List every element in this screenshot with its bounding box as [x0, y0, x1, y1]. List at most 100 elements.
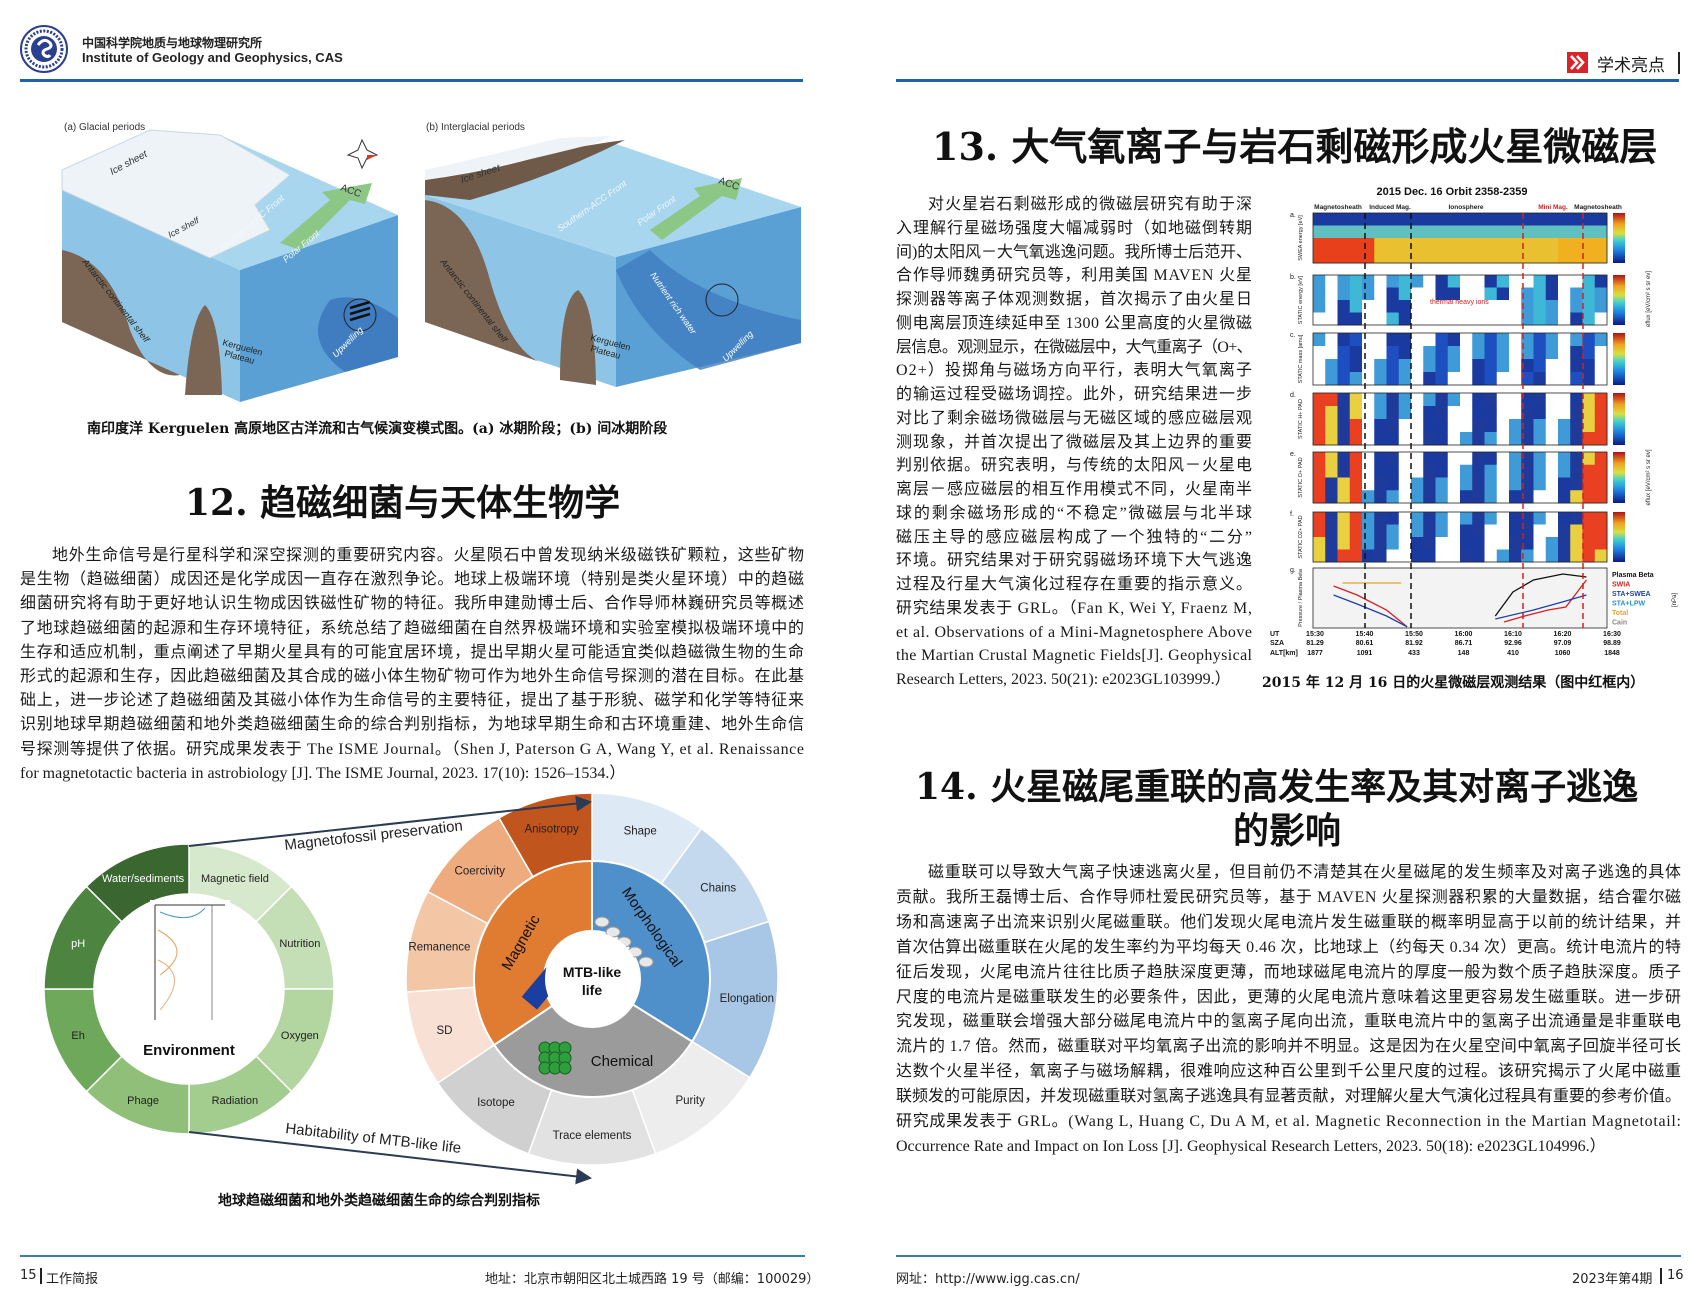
spectrogram-cell — [1386, 359, 1400, 373]
spectrogram-cell — [1460, 300, 1473, 313]
spectrogram-cell — [1374, 333, 1387, 347]
section-13-title: 13. 大气氧离子与岩石剩磁形成火星微磁层 — [932, 124, 1658, 169]
spectrogram-cell — [1533, 333, 1547, 347]
spectrogram-cell — [1521, 432, 1534, 446]
spectrogram-cell — [1313, 250, 1326, 264]
spectrogram-cell — [1386, 537, 1400, 550]
spectrogram-cell — [1435, 213, 1449, 226]
spectrogram-cell — [1496, 372, 1510, 386]
spectrogram-cell — [1337, 393, 1351, 407]
spectrogram-cell — [1423, 477, 1436, 491]
spectrogram-cell — [1545, 287, 1559, 301]
mtb-center-label: life — [582, 982, 602, 998]
spectrogram-cell — [1423, 512, 1436, 525]
spectrogram-cell — [1484, 477, 1498, 491]
block-a-ice — [61, 129, 291, 259]
block-b-ice — [425, 136, 610, 180]
colorbar — [1613, 275, 1625, 325]
spectrogram-cell — [1521, 477, 1534, 491]
mtb-center-label: MTB-like — [563, 964, 622, 980]
spectrogram-cell — [1398, 452, 1412, 466]
spectrogram-cell — [1362, 524, 1375, 538]
spectrogram-cell — [1349, 275, 1363, 288]
spectrogram-cell — [1374, 372, 1387, 386]
magnetosome-chain-particle — [594, 916, 610, 928]
spectrogram-cell — [1533, 372, 1547, 386]
thermal-heavy-ions-annotation: thermal heavy ions — [1430, 299, 1489, 306]
axis-tick-sza: 92.96 — [1504, 640, 1522, 647]
spectrogram-cell — [1558, 537, 1571, 550]
spectrogram-cell — [1558, 512, 1571, 525]
spectrogram-cell — [1496, 287, 1510, 301]
spectrogram-cell — [1570, 419, 1583, 433]
pressure-panel-bg — [1313, 568, 1607, 628]
paragraph-line: 离层－感应磁层的相互作用模式不同，火星南半 — [896, 481, 1253, 498]
spectrogram-cell — [1386, 275, 1400, 288]
spectrogram-cell — [1398, 393, 1412, 407]
spectrogram-cell — [1374, 346, 1387, 360]
spectrogram-cell — [1325, 432, 1338, 446]
spectrogram-cell — [1337, 287, 1351, 301]
region-label: Induced Mag. — [1369, 204, 1411, 211]
spectrogram-cell — [1496, 346, 1510, 360]
paragraph-line: 研究结果发表于 GRL。（Fan K, Wei Y, Fraenz M, — [896, 599, 1253, 617]
arrow-top — [188, 795, 592, 847]
spectrogram-cell — [1509, 372, 1522, 386]
spectrogram-cell — [1447, 490, 1461, 504]
spectrogram-cell — [1521, 250, 1534, 264]
spectrogram-cell — [1533, 393, 1547, 407]
data-panels: a. SWEA energy [eV] b. STATIC energy [eV] c.… — [1290, 212, 1652, 629]
spectrogram-cell — [1398, 406, 1412, 420]
spectrogram-cell — [1349, 250, 1363, 264]
spectrogram-cell — [1374, 464, 1387, 478]
spectrogram-cell — [1313, 393, 1326, 407]
panel-a-title: (a) Glacial periods — [64, 122, 145, 133]
spectrogram-cell — [1325, 372, 1338, 386]
spectrogram-cell — [1594, 549, 1608, 563]
spectrogram-cell — [1411, 452, 1424, 466]
spectrogram-cell — [1582, 312, 1596, 326]
magnetosome-chain-icon — [349, 300, 371, 322]
block-b-ice-rock — [425, 140, 625, 200]
colorbar — [1613, 512, 1625, 562]
panel-letter: d. — [1290, 392, 1296, 399]
axis-tick-alt: 1877 — [1307, 650, 1323, 657]
spectrogram-cell — [1472, 432, 1485, 446]
spectrogram-cell — [1582, 359, 1596, 373]
arrow-top-label: Magnetofossil preservation — [284, 817, 464, 854]
spectrogram-cell — [1484, 287, 1498, 301]
spectrogram-cell — [1533, 452, 1547, 466]
spectrogram-cell — [1423, 300, 1436, 313]
spectrogram-cell — [1484, 346, 1498, 360]
spectrogram-cell — [1386, 333, 1400, 347]
spectrogram-cell — [1411, 225, 1424, 239]
spectrogram-cell — [1521, 312, 1534, 326]
paragraph-line: 号探测等提供了依据。研究成果发表于 The ISME Journal。（Shen… — [20, 740, 805, 758]
spectrogram-cell — [1325, 213, 1338, 226]
spectrogram-cell — [1411, 213, 1424, 226]
spectrogram-cell — [1545, 333, 1559, 347]
spectrogram-cell — [1460, 238, 1473, 251]
paragraph-line: 对比了剩余磁场微磁层与无磁区域的感应磁层观 — [896, 409, 1253, 427]
spectrogram-cell — [1460, 549, 1473, 563]
spectrogram-cell — [1509, 477, 1522, 491]
igg-logo-icon — [20, 25, 68, 73]
spectrogram-cell — [1545, 275, 1559, 288]
spectrogram-cell — [1325, 524, 1338, 538]
spectrogram-cell — [1362, 477, 1375, 491]
section-14-title-line1: 14. 火星磁尾重联的高发生率及其对离子逃逸 — [915, 766, 1639, 808]
spectrogram-cell — [1533, 359, 1547, 373]
panel-ylabel: Pressure / Plasma Beta — [1298, 568, 1304, 627]
spectrogram-cell — [1533, 477, 1547, 491]
block-a-plateau — [185, 305, 222, 395]
spectrogram-cell — [1594, 512, 1608, 525]
spectrogram-cell — [1325, 346, 1338, 360]
footer-page-number-left: 15 — [20, 1268, 37, 1283]
spectrogram-cell — [1411, 419, 1424, 433]
paragraph-line: 场和高速离子出流来识别火尾磁重联。他们发现火尾电流片发生磁重联的概率明显高于以前… — [896, 913, 1682, 931]
spectrogram-cell — [1582, 512, 1596, 525]
spectrogram-cell — [1570, 275, 1583, 288]
spectrogram-cell — [1509, 312, 1522, 326]
spectrogram-cell — [1533, 419, 1547, 433]
spectrogram-cell — [1582, 452, 1596, 466]
